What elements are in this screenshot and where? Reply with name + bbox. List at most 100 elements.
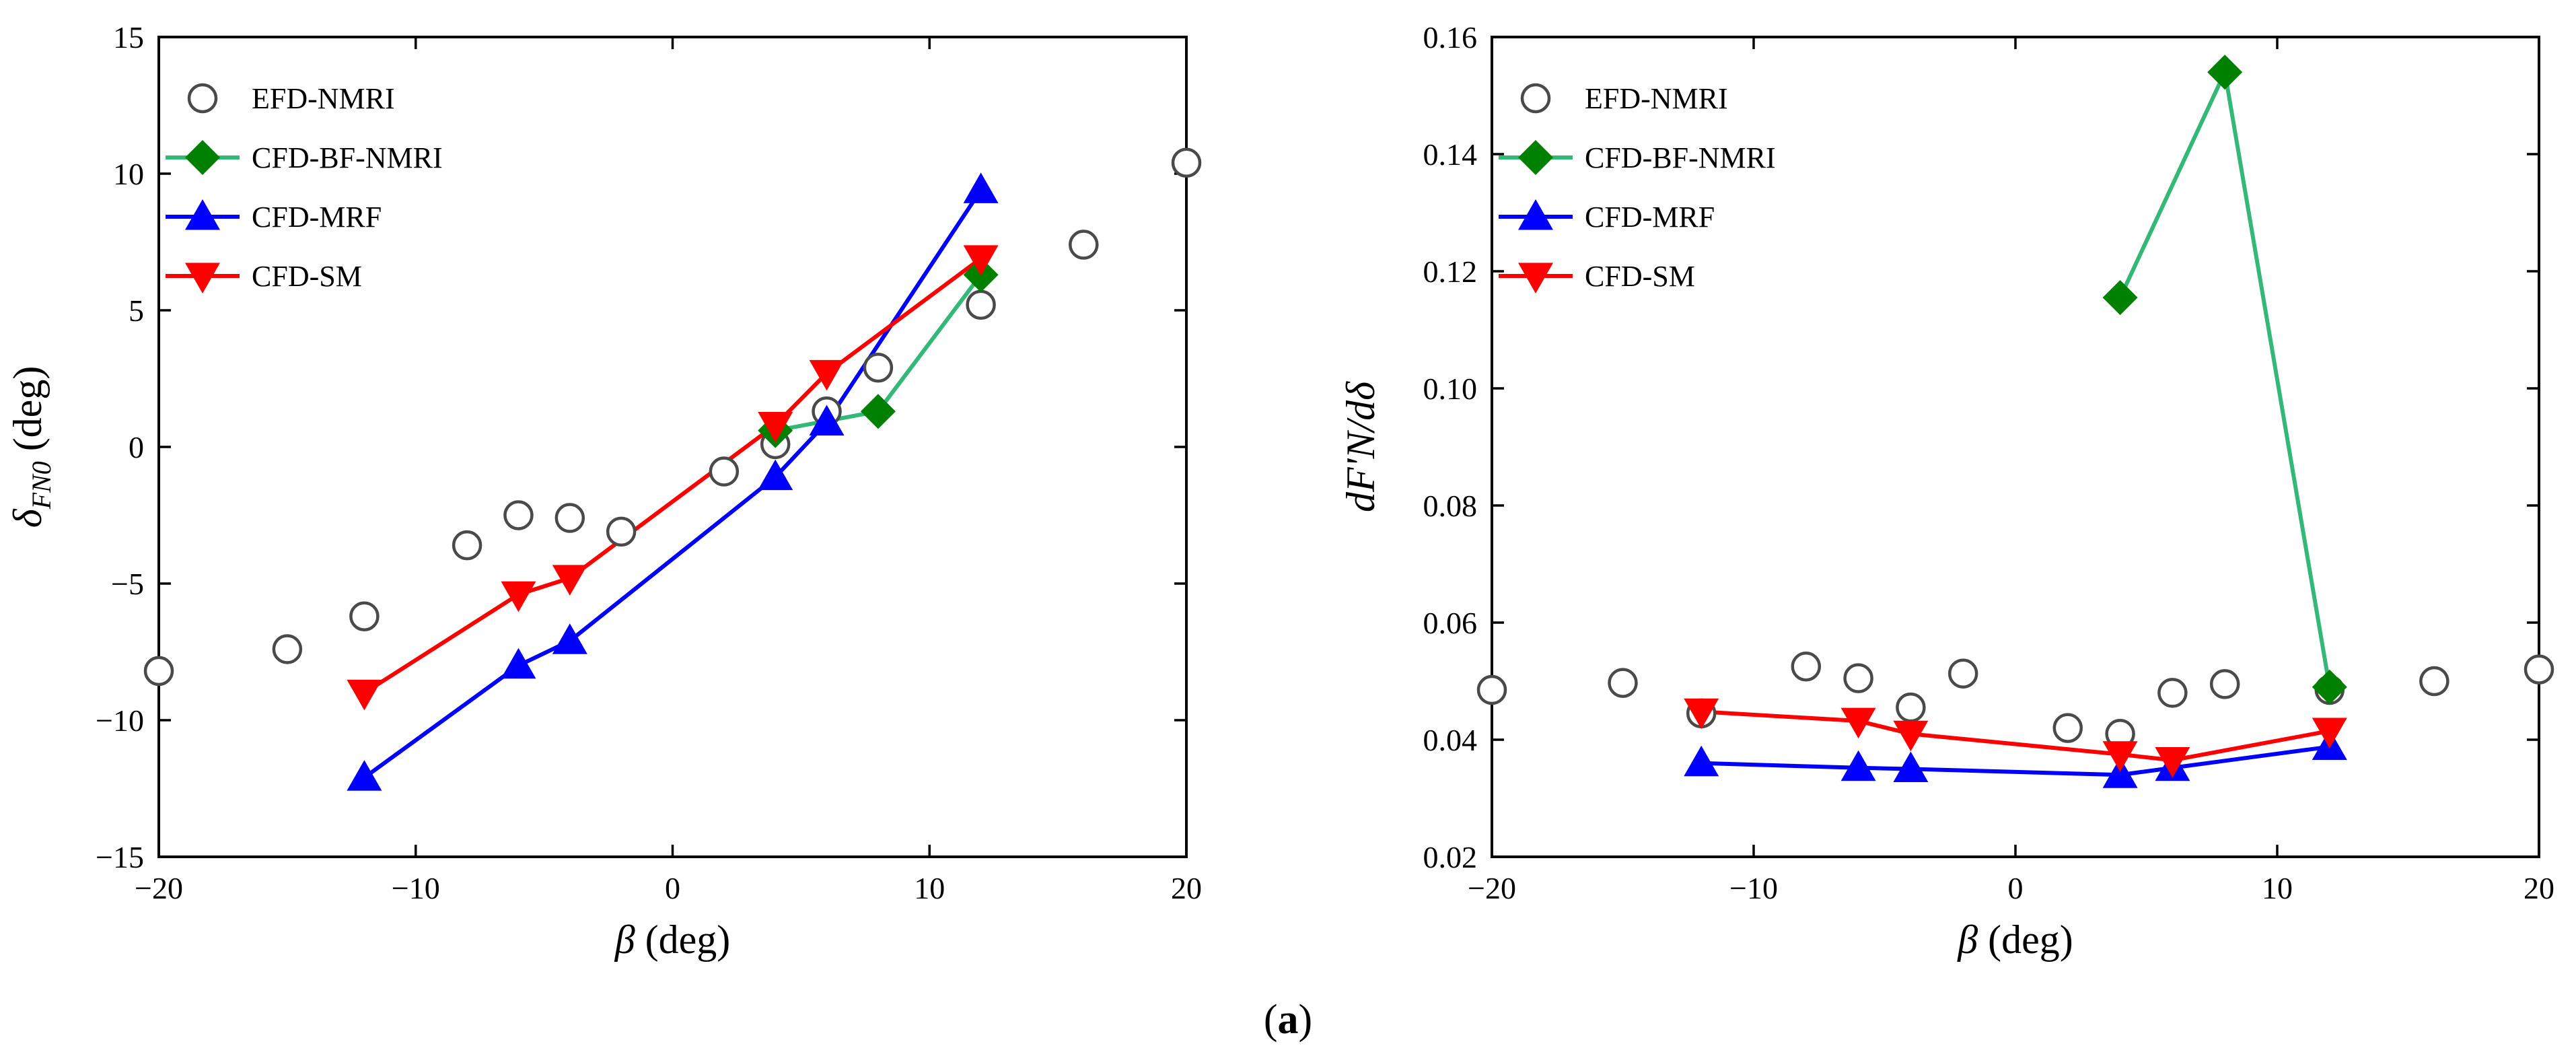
x-tick-label: 10 [2262,871,2293,905]
x-tick-label: 0 [2008,871,2024,905]
point-efd-nmri [1171,147,1202,178]
series-line-cfd-sm [1701,709,2330,763]
point-cfd-sm [2155,746,2190,778]
point-cfd-mrf [1684,745,1719,777]
x-tick-label: −20 [1468,871,1516,905]
point-efd-nmri [606,516,637,547]
point-efd-nmri [1476,674,1507,705]
legend-label: EFD-NMRI [252,82,395,115]
point-efd-nmri [1069,230,1099,260]
point-cfd-sm [552,565,587,596]
series-line-cfd-sm [363,256,982,695]
y-tick-label: 0.02 [1423,840,1478,874]
legend-marker-efd-nmri [187,83,218,114]
point-cfd-sm [809,359,845,391]
point-cfd-mrf [2102,757,2138,788]
x-axis-label: β (deg) [614,917,730,962]
legend-label: CFD-MRF [1585,201,1715,234]
point-cfd-bf-nmri [2102,280,2138,316]
legend-label: CFD-BF-NMRI [1585,141,1776,174]
series-line-cfd-mrf [363,188,983,779]
x-tick-label: −10 [1729,871,1778,905]
legend-marker-cfd-mrf [1518,199,1553,230]
x-tick-label: 0 [665,871,680,905]
legend-marker-cfd-sm [1518,262,1553,293]
x-tick-label: 10 [914,871,945,905]
y-axis-label: dF'N/dδ [1338,381,1383,512]
legend-marker-cfd-bf-nmri [185,140,220,175]
x-tick-label: −10 [392,871,440,905]
series-line-cfd-mrf [1701,744,2330,777]
legend-label: CFD-SM [252,260,362,293]
y-tick-label: −10 [96,703,144,738]
point-efd-nmri [554,503,585,533]
point-efd-nmri [272,634,303,664]
point-cfd-mrf [1840,750,1876,781]
y-tick-label: 10 [113,157,144,191]
point-efd-nmri [1608,668,1638,698]
point-cfd-mrf [501,648,536,679]
legend-label: CFD-SM [1585,260,1695,293]
point-efd-nmri [2157,678,2188,708]
point-efd-nmri [966,289,996,320]
x-axis-label: β (deg) [1957,917,2073,962]
point-cfd-sm [1684,698,1719,730]
y-tick-label: 0.04 [1423,723,1478,757]
y-tick-label: −15 [96,840,144,874]
point-efd-nmri [2524,654,2554,685]
y-tick-label: 0.12 [1423,254,1478,289]
point-cfd-bf-nmri [2312,669,2347,705]
x-tick-label: −20 [135,871,183,905]
y-tick-label: 0.08 [1423,489,1478,523]
left-chart: −20 −10 0 10 20 −15 −10 −5 0 5 10 15 β (deg) δFN0 (de… [5,20,1202,962]
y-tick-label: 5 [129,293,144,328]
x-tick-label: 20 [2524,871,2554,905]
point-cfd-mrf [809,405,845,435]
point-cfd-sm [2102,741,2138,772]
point-efd-nmri [709,456,740,487]
y-tick-label: 0.10 [1423,372,1478,406]
point-efd-nmri [1947,658,1978,689]
point-cfd-mrf [963,172,999,203]
point-cfd-sm [1893,720,1929,752]
point-cfd-mrf [347,760,382,791]
y-tick-label: 0 [129,430,144,464]
legend-marker-cfd-sm [185,262,220,293]
legend-marker-efd-nmri [1520,83,1551,114]
point-efd-nmri [1791,652,1822,682]
legend-marker-cfd-mrf [185,199,220,230]
point-efd-nmri [2209,669,2240,699]
point-efd-nmri [503,500,534,530]
right-chart: −20 −10 0 10 20 0.02 0.04 0.06 0.08 0.10 0.12 0.14 0… [1338,20,2554,962]
x-tick-label: 20 [1171,871,1202,905]
y-tick-label: 0.16 [1423,20,1478,55]
point-cfd-bf-nmri [2207,55,2243,90]
point-efd-nmri [349,601,380,631]
point-cfd-bf-nmri [860,394,896,429]
y-tick-label: −5 [111,567,144,601]
figure-caption: (a) [1264,997,1312,1043]
legend-label: EFD-NMRI [1585,82,1728,115]
point-cfd-mrf [552,623,587,654]
y-tick-label: 0.06 [1423,606,1478,640]
point-efd-nmri [452,530,482,561]
point-efd-nmri [2052,713,2083,743]
legend-label: CFD-BF-NMRI [252,141,443,174]
point-cfd-sm [1840,707,1876,739]
point-cfd-mrf [758,459,793,491]
point-efd-nmri [2419,666,2449,697]
legend-label: CFD-MRF [252,201,382,234]
point-cfd-sm [758,412,793,443]
point-efd-nmri [1843,663,1873,693]
point-efd-nmri [1896,692,1926,723]
point-efd-nmri [863,353,894,383]
point-cfd-sm [2312,718,2347,748]
point-cfd-sm [963,245,999,276]
point-cfd-sm [347,679,382,711]
y-tick-label: 15 [113,20,144,55]
point-cfd-mrf [1893,751,1929,782]
legend-marker-cfd-bf-nmri [1518,140,1553,175]
point-cfd-sm [501,581,536,612]
y-axis-label: δFN0 (deg) [5,366,57,528]
